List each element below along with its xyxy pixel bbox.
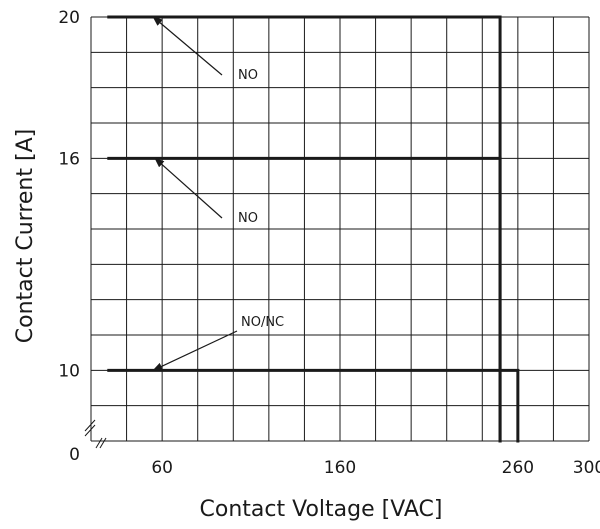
x-tick-label: 260	[502, 458, 534, 478]
annotation-arrow	[152, 16, 223, 76]
annotation-arrow	[152, 330, 238, 371]
axis-break	[84, 419, 107, 449]
annotation-label: NO/NC	[241, 315, 284, 330]
x-tick-label: 160	[324, 458, 356, 478]
y-tick-label: 10	[58, 361, 80, 381]
x-tick-label: 300	[573, 458, 600, 478]
grid	[90, 16, 590, 442]
series-line-2	[107, 156, 502, 443]
y-axis-break-mark	[84, 424, 96, 437]
annotations: NO NO NO/NC	[152, 16, 284, 371]
series-line-3	[107, 368, 520, 443]
annotation-label: NO	[238, 68, 258, 83]
y-tick-label: 0	[69, 445, 80, 465]
y-axis-title: Contact Current [A]	[13, 129, 38, 343]
tick-labels: 60 160 260 300 0 10 16 20	[58, 8, 600, 478]
x-axis-break-mark	[99, 437, 107, 449]
series-group	[107, 15, 520, 443]
y-axis-break-mark	[84, 419, 96, 432]
y-tick-label: 16	[58, 149, 80, 169]
y-tick-label: 20	[58, 8, 80, 28]
annotation-arrow	[154, 157, 223, 219]
x-tick-label: 60	[151, 458, 173, 478]
x-axis-title: Contact Voltage [VAC]	[200, 497, 443, 522]
annotation-label: NO	[238, 211, 258, 226]
x-axis-break-mark	[95, 437, 103, 449]
